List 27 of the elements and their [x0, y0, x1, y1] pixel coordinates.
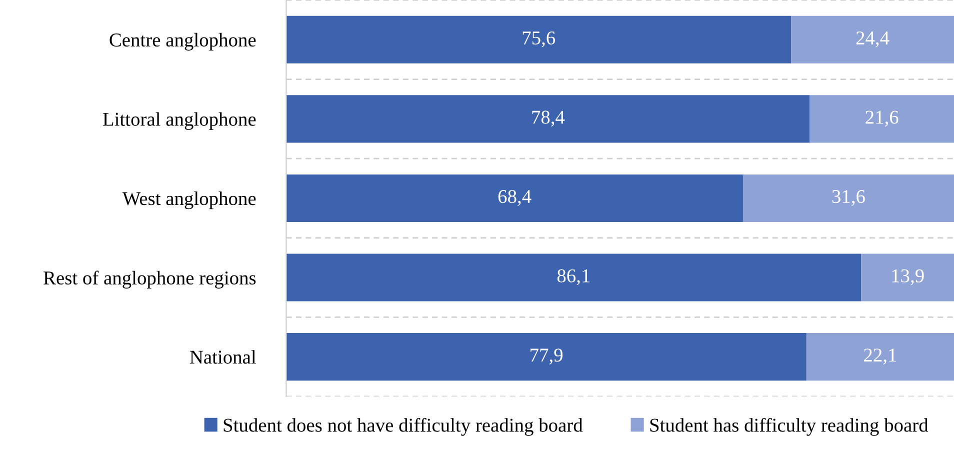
bar [286, 95, 810, 143]
legend-label: Student has difficulty reading board [650, 418, 928, 436]
data-label: 86,1 [557, 269, 590, 286]
bar [286, 333, 806, 381]
data-label: 68,4 [498, 190, 532, 206]
data-label: 77,9 [530, 348, 563, 364]
data-label: 24,4 [856, 31, 890, 48]
data-label: 21,6 [866, 110, 898, 127]
bar [861, 254, 954, 302]
y-tick-label: Littoral anglophone [103, 112, 256, 130]
legend-label: Student does not have difficulty reading board [224, 418, 583, 436]
data-label: 31,6 [832, 190, 865, 206]
data-label: 78,4 [532, 110, 565, 127]
data-label: 22,1 [864, 348, 896, 364]
y-tick-label: West anglophone [122, 191, 256, 210]
data-label: 75,6 [522, 31, 556, 48]
bar [286, 174, 743, 222]
bar [742, 174, 954, 222]
bar [286, 16, 792, 64]
bar [286, 254, 862, 302]
bar [806, 333, 954, 381]
y-tick-label: National [190, 350, 256, 364]
bar [791, 16, 954, 64]
y-tick-label: Rest of anglophone regions [44, 270, 256, 289]
data-label: 13,9 [892, 269, 924, 286]
bar [810, 95, 954, 143]
y-tick-label: Centre anglophone [110, 32, 256, 51]
